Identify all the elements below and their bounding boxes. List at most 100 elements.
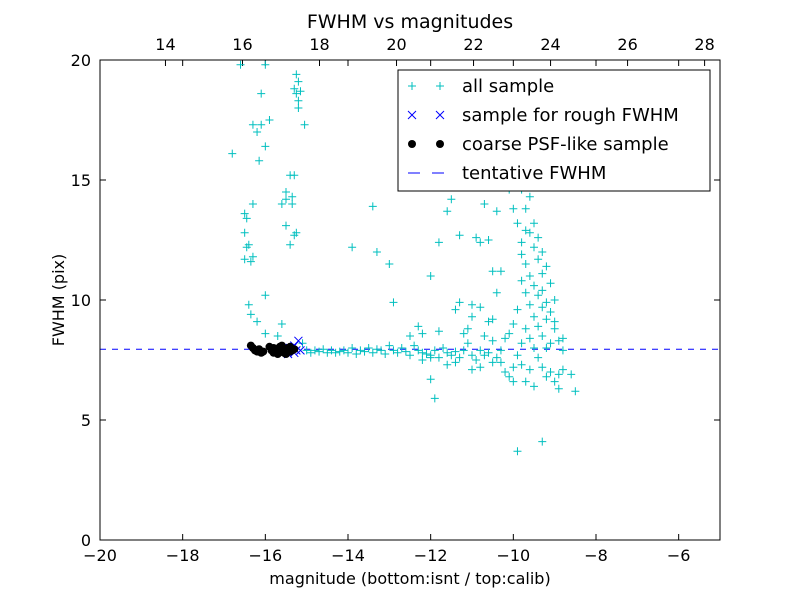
data-point-all-sample	[261, 142, 270, 151]
data-point-all-sample	[377, 346, 386, 355]
data-point-all-sample	[459, 346, 468, 355]
data-point-all-sample	[393, 348, 402, 357]
data-point-all-sample	[298, 339, 307, 348]
data-point-all-sample	[476, 238, 485, 247]
data-point-all-sample	[468, 365, 476, 374]
data-point-all-sample	[292, 228, 301, 237]
x-axis-label: magnitude (bottom:isnt / top:calib)	[269, 569, 550, 588]
y-tick-label: 10	[71, 291, 91, 310]
data-point-all-sample	[418, 348, 427, 357]
legend-entry-rough: sample for rough FWHM	[407, 105, 679, 126]
data-point-all-sample	[265, 116, 274, 124]
data-point-all-sample	[517, 339, 526, 348]
data-point-all-sample	[261, 60, 270, 69]
data-point-all-sample	[571, 387, 580, 396]
data-point-coarse-psf	[282, 350, 290, 358]
y-tick-label: 20	[71, 51, 91, 70]
data-point-all-sample	[521, 377, 530, 386]
data-point-all-sample	[492, 207, 501, 216]
data-point-all-sample	[368, 202, 377, 211]
data-point-all-sample	[257, 120, 266, 129]
data-point-all-sample	[286, 240, 295, 249]
legend-label-rough: sample for rough FWHM	[462, 105, 679, 126]
data-point-all-sample	[480, 332, 489, 340]
data-point-all-sample	[525, 192, 534, 201]
data-point-all-sample	[455, 353, 464, 362]
data-point-all-sample	[509, 363, 518, 372]
data-point-all-sample	[426, 353, 435, 362]
data-point-all-sample	[294, 77, 303, 86]
data-point-all-sample	[300, 120, 309, 129]
data-point-all-sample	[558, 346, 567, 355]
legend-marker-dot	[408, 140, 444, 148]
top-tick-label: 14	[155, 35, 175, 54]
data-point-all-sample	[290, 84, 299, 93]
data-point-all-sample	[550, 296, 559, 304]
data-point-all-sample	[236, 60, 245, 69]
data-point-all-sample	[530, 312, 538, 321]
data-point-all-sample	[277, 200, 286, 208]
data-point-all-sample	[554, 384, 563, 393]
data-point-all-sample	[476, 303, 485, 312]
data-point-all-sample	[480, 200, 489, 208]
data-point-all-sample	[521, 204, 530, 213]
top-tick-label: 18	[309, 35, 329, 54]
data-point-all-sample	[451, 358, 460, 367]
data-point-all-sample	[480, 351, 489, 360]
data-point-all-sample	[525, 228, 534, 237]
data-point-all-sample	[240, 255, 249, 264]
data-point-all-sample	[356, 346, 365, 355]
x-tick-label: −8	[584, 546, 608, 565]
data-point-all-sample	[335, 347, 344, 356]
plot-frame	[99, 59, 721, 541]
legend-box	[397, 69, 711, 192]
data-point-all-sample	[360, 347, 369, 356]
data-point-coarse-psf	[277, 341, 286, 350]
data-point-all-sample	[517, 276, 526, 285]
data-point-all-sample	[372, 345, 381, 354]
data-point-all-sample	[496, 358, 505, 367]
data-point-all-sample	[406, 351, 414, 360]
data-point-all-sample	[558, 365, 567, 374]
data-point-all-sample	[418, 329, 427, 338]
legend-marker-plus	[408, 82, 444, 90]
data-point-all-sample	[282, 195, 290, 204]
data-point-all-sample	[385, 260, 394, 268]
data-point-all-sample	[292, 70, 301, 79]
data-point-all-sample	[242, 214, 251, 223]
data-point-all-sample	[488, 336, 497, 345]
data-point-all-sample	[426, 375, 435, 384]
legend-label-coarse: coarse PSF-like sample	[462, 134, 669, 155]
data-point-all-sample	[323, 348, 332, 357]
data-point-all-sample	[530, 281, 538, 290]
data-point-all-sample	[459, 329, 468, 338]
data-point-all-sample	[463, 339, 472, 348]
y-tick-label: 5	[81, 411, 91, 430]
data-point-all-sample	[525, 365, 534, 374]
data-point-all-sample	[542, 315, 551, 324]
data-point-all-sample	[521, 260, 530, 268]
data-point-all-sample	[364, 344, 373, 352]
data-point-all-sample	[443, 348, 452, 357]
data-point-all-sample	[542, 262, 551, 271]
data-point-all-sample	[525, 334, 534, 343]
data-point-all-sample	[261, 291, 270, 300]
data-point-all-sample	[468, 351, 476, 360]
data-point-all-sample	[282, 221, 290, 230]
data-point-all-sample	[372, 248, 381, 256]
data-point-all-sample	[331, 348, 340, 357]
data-point-all-sample	[538, 437, 547, 446]
data-point-all-sample	[401, 347, 410, 356]
legend-x-mark	[435, 110, 445, 120]
data-point-all-sample	[414, 322, 423, 331]
data-point-all-sample	[501, 334, 510, 343]
data-point-all-sample	[257, 89, 266, 98]
data-point-all-sample	[288, 200, 297, 208]
data-point-all-sample	[513, 447, 522, 456]
data-point-all-sample	[521, 288, 530, 297]
data-point-all-sample	[455, 231, 464, 240]
x-tick-label: −14	[331, 546, 365, 565]
data-point-all-sample	[368, 348, 377, 357]
x-tick-label: −12	[414, 546, 448, 565]
